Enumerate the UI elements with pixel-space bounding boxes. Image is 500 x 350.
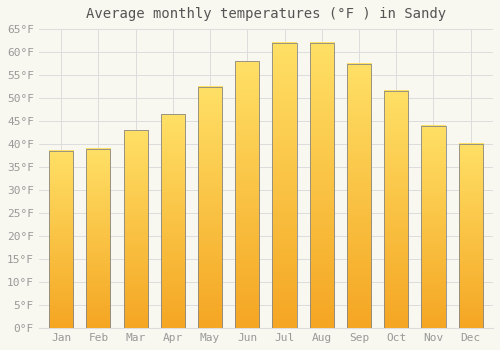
Title: Average monthly temperatures (°F ) in Sandy: Average monthly temperatures (°F ) in Sa… bbox=[86, 7, 446, 21]
